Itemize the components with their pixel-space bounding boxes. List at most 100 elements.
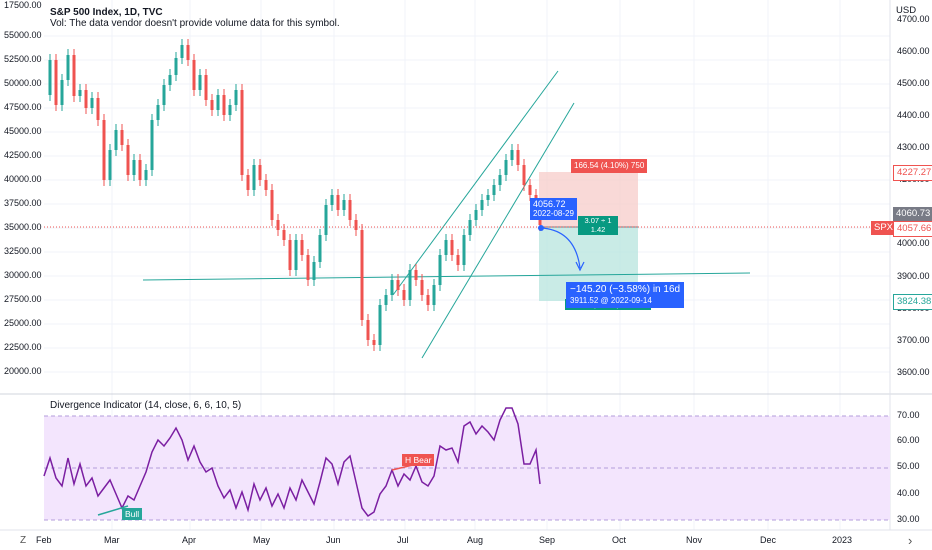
measure-start-label[interactable]: 4056.72 2022-08-29 bbox=[530, 198, 577, 220]
time-axis-label: 2023 bbox=[832, 535, 853, 545]
indicator-title[interactable]: Divergence Indicator (14, close, 6, 6, 1… bbox=[50, 400, 242, 411]
indicator-axis-label: 50.00 bbox=[897, 461, 920, 471]
candle-body bbox=[510, 150, 514, 160]
candle-body bbox=[438, 255, 442, 285]
channel-upper-line bbox=[392, 70, 559, 296]
candle-body bbox=[78, 90, 82, 96]
left-axis-label: 50000.00 bbox=[4, 78, 42, 88]
candle-body bbox=[180, 45, 184, 58]
candle-body bbox=[312, 262, 316, 280]
candle-body bbox=[462, 235, 466, 265]
right-axis-label: 4500.00 bbox=[897, 78, 930, 88]
time-axis-label: Feb bbox=[36, 535, 52, 545]
candle-body bbox=[258, 165, 262, 180]
support-trendline bbox=[142, 272, 751, 281]
candle-body bbox=[234, 90, 238, 105]
right-axis-label: 3600.00 bbox=[897, 367, 930, 377]
left-axis-label: 55000.00 bbox=[4, 30, 42, 40]
candle-body bbox=[60, 80, 64, 105]
target-price-tag: 4227.27 bbox=[893, 165, 932, 181]
left-axis-label: 42500.00 bbox=[4, 150, 42, 160]
target-label[interactable]: 166.54 (4.10%) 750 bbox=[571, 159, 648, 173]
left-axis-label: 47500.00 bbox=[4, 102, 42, 112]
candle-body bbox=[456, 255, 460, 265]
candle-body bbox=[120, 130, 124, 145]
left-axis-label: 37500.00 bbox=[4, 198, 42, 208]
candle-body bbox=[336, 195, 340, 210]
left-axis-label: 25000.00 bbox=[4, 318, 42, 328]
risk-reward-label[interactable]: 3.07 ÷ 1 1.42 bbox=[578, 216, 618, 235]
candle-body bbox=[372, 340, 376, 345]
left-axis-label: 27500.00 bbox=[4, 294, 42, 304]
right-axis-label: 3900.00 bbox=[897, 271, 930, 281]
candle-body bbox=[444, 240, 448, 255]
candle-body bbox=[396, 280, 400, 290]
scroll-right-icon[interactable]: › bbox=[908, 533, 913, 548]
right-axis-label: 4400.00 bbox=[897, 110, 930, 120]
candle-body bbox=[522, 165, 526, 185]
bull-divergence-line bbox=[97, 505, 129, 516]
left-axis-label: 22500.00 bbox=[4, 342, 42, 352]
candle-body bbox=[426, 295, 430, 305]
bear-divergence-label: H Bear bbox=[402, 454, 435, 466]
indicator-axis-label: 70.00 bbox=[897, 410, 920, 420]
candle-body bbox=[342, 200, 346, 210]
symbol-title[interactable]: S&P 500 Index, 1D, TVC bbox=[50, 7, 163, 18]
candle-body bbox=[204, 75, 208, 100]
left-axis-label: 35000.00 bbox=[4, 222, 42, 232]
time-axis-label: Dec bbox=[760, 535, 777, 545]
time-axis-label: May bbox=[253, 535, 271, 545]
candle-body bbox=[366, 320, 370, 340]
candle-body bbox=[84, 90, 88, 108]
candle-body bbox=[378, 305, 382, 345]
currency-label[interactable]: USD bbox=[896, 5, 917, 16]
measure-start-price: 4056.72 bbox=[533, 199, 566, 209]
candle-body bbox=[324, 205, 328, 235]
candle-body bbox=[168, 75, 172, 85]
candle-body bbox=[156, 105, 160, 120]
candle-body bbox=[102, 120, 106, 180]
candle-body bbox=[498, 175, 502, 185]
measure-result-label[interactable]: −145.20 (−3.58%) in 16d 3911.52 @ 2022-0… bbox=[566, 282, 685, 308]
candle-body bbox=[288, 240, 292, 270]
candle-body bbox=[186, 45, 190, 60]
time-axis-label: Aug bbox=[467, 535, 484, 545]
candle-body bbox=[90, 98, 94, 108]
candle-body bbox=[528, 185, 532, 195]
candle-body bbox=[162, 85, 166, 105]
candlestick-series bbox=[48, 39, 542, 351]
current-price-tag: 4057.66 bbox=[893, 221, 932, 237]
right-axis-label: 4000.00 bbox=[897, 238, 930, 248]
right-axis-label: 4300.00 bbox=[897, 142, 930, 152]
ratio-line-1: 3.07 ÷ 1 bbox=[584, 216, 612, 225]
candle-body bbox=[360, 230, 364, 320]
candle-body bbox=[330, 195, 334, 205]
left-axis-label: 30000.00 bbox=[4, 270, 42, 280]
candle-body bbox=[192, 60, 196, 90]
candle-body bbox=[402, 290, 406, 300]
candle-body bbox=[126, 145, 130, 175]
candle-body bbox=[354, 220, 358, 230]
candle-body bbox=[432, 285, 436, 305]
left-axis-label: 20000.00 bbox=[4, 366, 42, 376]
right-axis-label: 3700.00 bbox=[897, 335, 930, 345]
left-axis-label: 52500.00 bbox=[4, 54, 42, 64]
candle-body bbox=[486, 195, 490, 200]
candle-body bbox=[318, 235, 322, 262]
candle-body bbox=[420, 280, 424, 295]
candle-body bbox=[132, 160, 136, 175]
zoom-reset-button[interactable]: Z bbox=[20, 535, 27, 546]
candle-body bbox=[108, 150, 112, 180]
candle-body bbox=[240, 90, 244, 175]
time-axis-label: Jul bbox=[397, 535, 409, 545]
bull-divergence-label: Bull bbox=[122, 508, 143, 520]
candle-body bbox=[504, 160, 508, 175]
candle-body bbox=[300, 240, 304, 255]
candle-body bbox=[516, 150, 520, 165]
candle-body bbox=[54, 60, 58, 105]
candle-body bbox=[384, 295, 388, 305]
time-axis-label: Sep bbox=[539, 535, 556, 545]
candle-body bbox=[138, 160, 142, 180]
measure-end: 3911.52 @ 2022-09-14 bbox=[570, 296, 652, 305]
